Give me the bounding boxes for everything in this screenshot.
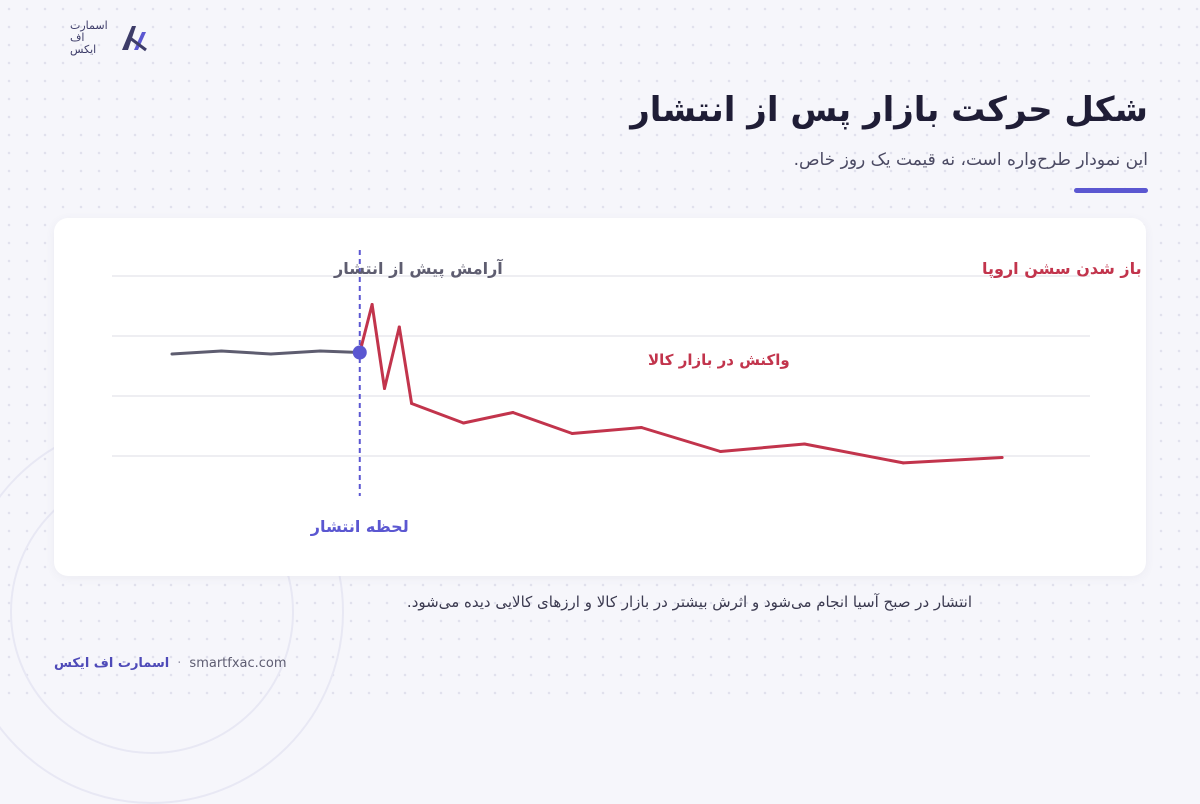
data-point-post: [382, 387, 386, 390]
chart-footnote: انتشار در صبح آسیا انجام می‌شود و اثرش ب…: [406, 593, 972, 611]
brand-logo: اسمارت اف ایکس: [70, 20, 152, 56]
data-point-post: [410, 402, 414, 405]
footer-separator: ·: [177, 656, 182, 671]
data-point-pre: [170, 352, 174, 356]
logo-mark-icon: [121, 26, 147, 52]
page-subtitle: این نمودار طرح‌واره است، نه قیمت یک روز …: [793, 150, 1148, 170]
data-point-post: [397, 325, 401, 329]
logo-line: ایکس: [70, 43, 97, 56]
footer: اسمارت اف ایکس · smartfxac.com: [54, 656, 287, 671]
pre-release-label: آرامش پیش از انتشار: [333, 258, 503, 279]
grid-layer: [112, 275, 1090, 457]
data-point-post: [718, 450, 722, 453]
series-line-post: [358, 303, 1003, 465]
data-point-post: [511, 411, 515, 414]
footer-brand-name: اسمارت اف ایکس: [54, 656, 170, 671]
series-line-pre: [171, 349, 360, 356]
title-accent-bar: [1074, 188, 1148, 193]
release-point: [352, 345, 367, 360]
data-point-post: [802, 442, 806, 446]
page-title: شکل حرکت بازار پس از انتشار: [630, 90, 1148, 130]
footer-website-link[interactable]: smartfxac.com: [189, 656, 287, 671]
data-point-pre: [269, 352, 273, 356]
reaction-label: واکنش در بازار کالا: [648, 351, 790, 369]
logo-line: اسمارت: [70, 19, 108, 32]
logo-wordmark: اسمارت اف ایکس: [70, 20, 108, 56]
data-point-pre: [219, 349, 223, 353]
data-point-post: [370, 303, 374, 306]
data-point-post: [570, 432, 574, 435]
data-point-post: [901, 461, 905, 465]
chart-card: آرامش پیش از انتشار روند واقعی، پس از با…: [54, 218, 1200, 576]
data-point-pre: [318, 349, 322, 353]
release-moment-label: لحظه انتشار: [310, 517, 409, 536]
points-layer: [170, 303, 1004, 465]
logo-line: اف: [70, 31, 85, 44]
chart-svg: آرامش پیش از انتشار روند واقعی، پس از با…: [112, 250, 1200, 536]
data-point-post: [639, 426, 643, 429]
data-point-post: [462, 421, 466, 425]
post-session-label: روند واقعی، پس از باز شدن سشن اروپا: [982, 259, 1146, 279]
data-point-post: [1000, 456, 1004, 459]
